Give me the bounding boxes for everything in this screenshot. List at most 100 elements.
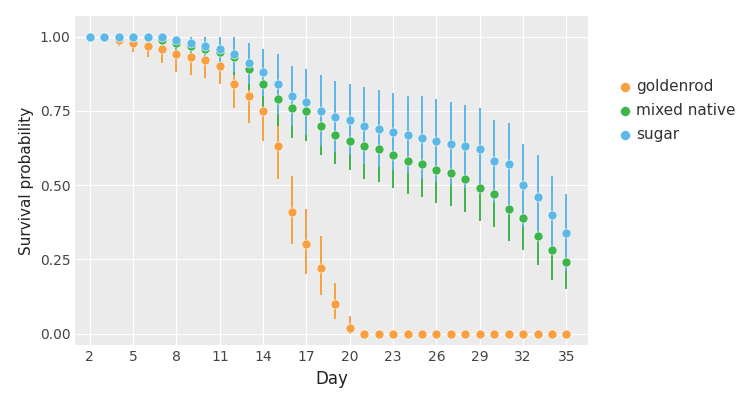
Point: [402, 330, 414, 337]
Point: [416, 161, 428, 168]
Point: [546, 247, 558, 254]
Point: [142, 33, 154, 40]
Point: [358, 330, 370, 337]
Point: [170, 37, 182, 43]
Point: [560, 330, 572, 337]
Point: [402, 158, 414, 164]
Point: [517, 330, 529, 337]
Point: [170, 39, 182, 46]
Legend: goldenrod, mixed native, sugar: goldenrod, mixed native, sugar: [616, 73, 742, 148]
Point: [315, 265, 327, 272]
Point: [156, 33, 168, 40]
Point: [98, 33, 110, 40]
Point: [503, 161, 515, 168]
Point: [329, 114, 342, 120]
Point: [459, 176, 471, 182]
Point: [344, 137, 356, 144]
Point: [98, 33, 110, 40]
Point: [358, 143, 370, 150]
Point: [84, 33, 96, 40]
Point: [402, 131, 414, 138]
Point: [156, 45, 168, 52]
Point: [243, 60, 255, 67]
Point: [329, 301, 342, 307]
Point: [474, 146, 486, 152]
Point: [185, 54, 197, 61]
Point: [431, 137, 443, 144]
Point: [142, 42, 154, 49]
Point: [474, 185, 486, 191]
Point: [214, 63, 226, 69]
Point: [286, 105, 298, 111]
Point: [503, 330, 515, 337]
Point: [532, 232, 544, 239]
Point: [112, 33, 124, 40]
Point: [546, 212, 558, 218]
Point: [300, 241, 312, 248]
Point: [286, 93, 298, 99]
Point: [329, 131, 342, 138]
Point: [517, 214, 529, 221]
Point: [488, 191, 500, 197]
Point: [358, 123, 370, 129]
Point: [84, 33, 96, 40]
Point: [127, 33, 139, 40]
Point: [243, 66, 255, 73]
Point: [431, 330, 443, 337]
Point: [199, 57, 211, 64]
Point: [488, 330, 500, 337]
Point: [112, 37, 124, 43]
Point: [257, 81, 269, 87]
Point: [431, 167, 443, 173]
Point: [214, 48, 226, 55]
Point: [199, 45, 211, 52]
Point: [156, 37, 168, 43]
Point: [271, 81, 284, 87]
Point: [546, 330, 558, 337]
Point: [387, 129, 399, 135]
Point: [372, 146, 385, 152]
Point: [214, 45, 226, 52]
Point: [517, 182, 529, 188]
Point: [344, 117, 356, 123]
Point: [228, 81, 241, 87]
Point: [199, 42, 211, 49]
Point: [257, 69, 269, 75]
Point: [372, 330, 385, 337]
Point: [387, 152, 399, 158]
Point: [459, 143, 471, 150]
Point: [416, 135, 428, 141]
Point: [228, 54, 241, 61]
Point: [445, 170, 457, 176]
Point: [416, 330, 428, 337]
Point: [532, 330, 544, 337]
Point: [459, 330, 471, 337]
Point: [185, 39, 197, 46]
Point: [127, 33, 139, 40]
Point: [243, 93, 255, 99]
Point: [84, 33, 96, 40]
X-axis label: Day: Day: [315, 370, 348, 388]
Point: [344, 324, 356, 331]
Point: [560, 229, 572, 236]
Point: [170, 51, 182, 58]
Point: [142, 33, 154, 40]
Point: [228, 51, 241, 58]
Point: [300, 99, 312, 105]
Point: [127, 39, 139, 46]
Point: [257, 108, 269, 114]
Point: [503, 206, 515, 212]
Point: [112, 33, 124, 40]
Point: [98, 33, 110, 40]
Point: [372, 125, 385, 132]
Point: [286, 209, 298, 215]
Point: [315, 123, 327, 129]
Point: [532, 194, 544, 200]
Y-axis label: Survival probability: Survival probability: [20, 106, 34, 255]
Point: [445, 330, 457, 337]
Point: [488, 158, 500, 164]
Point: [474, 330, 486, 337]
Point: [315, 108, 327, 114]
Point: [387, 330, 399, 337]
Point: [185, 42, 197, 49]
